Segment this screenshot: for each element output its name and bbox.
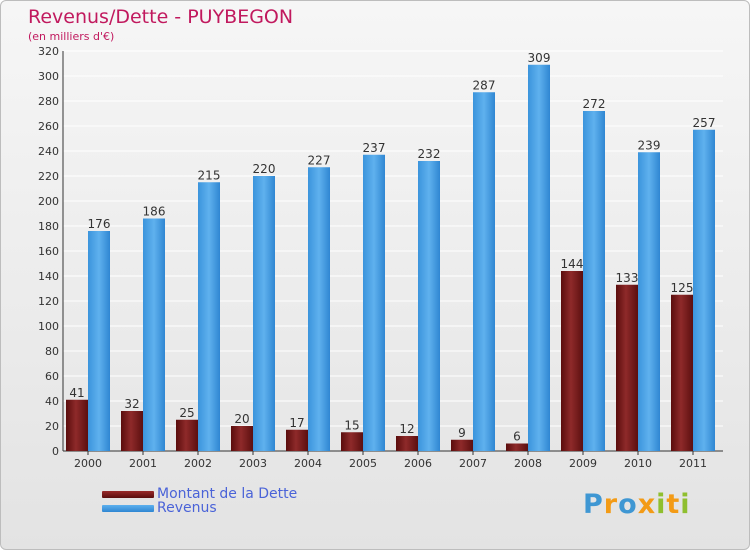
debt-bar	[176, 419, 198, 451]
debt-bar	[231, 426, 253, 451]
y-tick-label: 220	[38, 170, 59, 183]
debt-bar	[451, 439, 473, 451]
x-tick-label: 2004	[294, 457, 322, 470]
x-tick-label: 2008	[514, 457, 542, 470]
legend-swatch-debt	[102, 491, 154, 498]
x-tick-label: 2006	[404, 457, 432, 470]
revenue-bar	[143, 218, 165, 451]
y-tick-label: 100	[38, 320, 59, 333]
y-tick-label: 260	[38, 120, 59, 133]
debt-value-label: 6	[513, 430, 521, 444]
revenue-value-label: 215	[198, 168, 221, 182]
legend-swatch-revenue	[102, 505, 154, 512]
revenue-value-label: 220	[253, 162, 276, 176]
revenue-bar	[638, 152, 660, 451]
debt-bar	[616, 284, 638, 451]
revenue-bar	[418, 161, 440, 451]
y-tick-label: 20	[45, 420, 59, 433]
revenue-value-label: 239	[638, 138, 661, 152]
revenue-bar	[693, 129, 715, 451]
x-tick-label: 2011	[679, 457, 707, 470]
revenue-value-label: 287	[473, 78, 496, 92]
proxiti-logo: Proxiti	[583, 489, 691, 520]
debt-value-label: 133	[616, 271, 639, 285]
y-tick-label: 200	[38, 195, 59, 208]
y-tick-label: 140	[38, 270, 59, 283]
y-tick-label: 60	[45, 370, 59, 383]
revenue-bar	[583, 111, 605, 451]
y-tick-label: 80	[45, 345, 59, 358]
debt-bar	[121, 411, 143, 451]
debt-value-label: 9	[458, 426, 466, 440]
x-tick-label: 2000	[74, 457, 102, 470]
y-tick-label: 280	[38, 95, 59, 108]
revenue-value-label: 237	[363, 141, 386, 155]
debt-value-label: 15	[344, 418, 359, 432]
debt-value-label: 17	[289, 416, 304, 430]
y-tick-label: 300	[38, 70, 59, 83]
x-tick-label: 2001	[129, 457, 157, 470]
debt-bar	[671, 294, 693, 451]
x-tick-label: 2010	[624, 457, 652, 470]
revenue-bar	[198, 182, 220, 451]
revenue-bar	[473, 92, 495, 451]
debt-bar	[506, 443, 528, 451]
debt-bar	[341, 432, 363, 451]
x-tick-label: 2005	[349, 457, 377, 470]
y-tick-label: 180	[38, 220, 59, 233]
debt-value-label: 125	[671, 281, 694, 295]
debt-bar	[66, 399, 88, 451]
y-tick-label: 120	[38, 295, 59, 308]
y-tick-label: 320	[38, 45, 59, 58]
y-tick-label: 0	[52, 445, 59, 458]
x-tick-label: 2002	[184, 457, 212, 470]
chart-subtitle: (en milliers d'€)	[28, 30, 115, 43]
debt-value-label: 32	[124, 397, 139, 411]
revenue-value-label: 176	[88, 217, 111, 231]
revenue-bar	[88, 231, 110, 451]
debt-value-label: 20	[234, 412, 249, 426]
debt-bar	[286, 429, 308, 451]
x-tick-label: 2007	[459, 457, 487, 470]
revenue-bar	[363, 154, 385, 451]
revenue-value-label: 186	[143, 205, 166, 219]
y-tick-label: 40	[45, 395, 59, 408]
revenue-value-label: 227	[308, 153, 331, 167]
revenue-value-label: 309	[528, 51, 551, 65]
revenue-bar	[308, 167, 330, 451]
revenue-value-label: 272	[583, 97, 606, 111]
revenue-value-label: 257	[693, 116, 716, 130]
x-tick-label: 2009	[569, 457, 597, 470]
debt-value-label: 12	[399, 422, 414, 436]
revenue-bar	[528, 64, 550, 451]
revenue-bar	[253, 176, 275, 451]
debt-value-label: 144	[561, 257, 584, 271]
chart-title: Revenus/Dette - PUYBEGON	[28, 6, 294, 28]
y-tick-label: 160	[38, 245, 59, 258]
legend-label-debt: Montant de la Dette	[157, 486, 298, 502]
revenue-value-label: 232	[418, 147, 441, 161]
debt-bar	[396, 436, 418, 451]
y-tick-label: 240	[38, 145, 59, 158]
debt-value-label: 25	[179, 406, 194, 420]
debt-value-label: 41	[69, 386, 84, 400]
x-tick-label: 2003	[239, 457, 267, 470]
legend-label-revenue: Revenus	[157, 500, 217, 516]
debt-bar	[561, 271, 583, 451]
